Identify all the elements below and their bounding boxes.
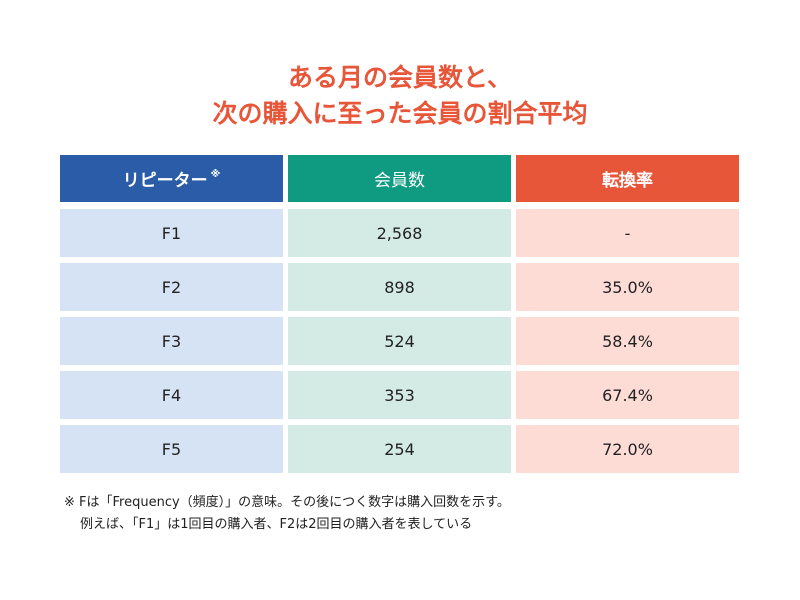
cell-members: 353 — [288, 371, 511, 419]
header-rate-label: 転換率 — [602, 171, 653, 191]
cell-rate: 67.4% — [516, 371, 739, 419]
chart-title: ある月の会員数と、 次の購入に至った会員の割合平均 — [0, 60, 800, 132]
title-line-2: 次の購入に至った会員の割合平均 — [212, 99, 588, 128]
cell-repeater: F3 — [60, 317, 283, 365]
cell-repeater: F2 — [60, 263, 283, 311]
cell-members: 898 — [288, 263, 511, 311]
footnote-line-2: 例えば、「F1」は1回目の購入者、F2は2回目の購入者を表している — [80, 517, 473, 532]
title-line-1: ある月の会員数と、 — [287, 63, 512, 92]
cell-repeater: F1 — [60, 209, 283, 257]
header-repeater: リピーター ※ — [60, 155, 283, 202]
cell-rate: 35.0% — [516, 263, 739, 311]
cell-rate: 72.0% — [516, 425, 739, 473]
cell-members: 254 — [288, 425, 511, 473]
cell-repeater: F5 — [60, 425, 283, 473]
cell-rate: - — [516, 209, 739, 257]
cell-rate: 58.4% — [516, 317, 739, 365]
footnote: ※ Fは「Frequency（頻度）」の意味。その後につく数字は購入回数を示す。… — [64, 492, 510, 536]
cell-repeater: F4 — [60, 371, 283, 419]
footnote-line-1: ※ Fは「Frequency（頻度）」の意味。その後につく数字は購入回数を示す。 — [64, 495, 510, 510]
cell-members: 2,568 — [288, 209, 511, 257]
cell-members: 524 — [288, 317, 511, 365]
header-rate: 転換率 — [516, 155, 739, 202]
header-members-label: 会員数 — [374, 171, 425, 191]
header-members: 会員数 — [288, 155, 511, 202]
header-repeater-label: リピーター — [122, 171, 208, 191]
header-footnote-mark: ※ — [210, 169, 221, 180]
